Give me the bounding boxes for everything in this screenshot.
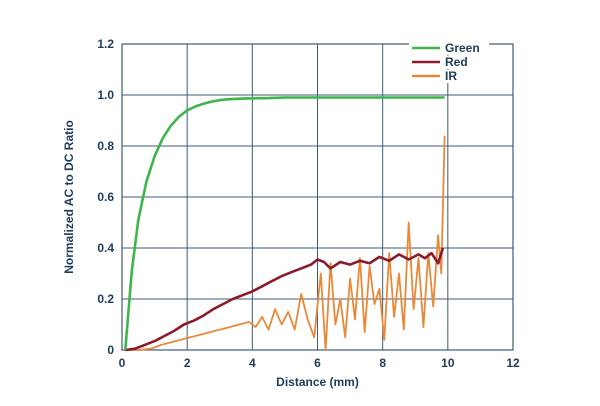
series-line-ir (125, 135, 446, 351)
x-tick-label: 12 (506, 356, 520, 370)
x-tick-label: 8 (379, 356, 386, 370)
series-lines (124, 96, 446, 352)
x-axis-title: Distance (mm) (276, 375, 359, 389)
legend-bg (409, 70, 489, 83)
y-tick-label: 0.6 (97, 190, 114, 204)
y-tick-label: 1.2 (97, 37, 114, 51)
series-line-red (125, 247, 445, 352)
plot-frame (121, 43, 514, 351)
legend-label-ir: IR (445, 69, 457, 83)
x-tick-label: 6 (314, 356, 321, 370)
legend-label-red: Red (445, 55, 468, 69)
y-axis-title: Normalized AC to DC Ratio (62, 120, 76, 274)
y-tick-label: 0 (107, 343, 114, 357)
x-tick-label: 0 (119, 356, 126, 370)
legend-bg (409, 42, 489, 55)
y-tick-label: 0.4 (97, 241, 114, 255)
y-tick-label: 0.2 (97, 292, 114, 306)
legend-label-green: Green (445, 41, 480, 55)
y-tick-label: 1.0 (97, 88, 114, 102)
legend-bg (409, 56, 489, 69)
x-tick-label: 10 (441, 356, 455, 370)
axes: 0 2 4 6 8 10 12 0 0.2 0.4 0.6 0.8 1.0 1.2 (97, 37, 520, 370)
y-tick-label: 0.8 (97, 139, 114, 153)
x-tick-label: 2 (184, 356, 191, 370)
series-line-green (124, 96, 445, 351)
x-tick-label: 4 (249, 356, 256, 370)
